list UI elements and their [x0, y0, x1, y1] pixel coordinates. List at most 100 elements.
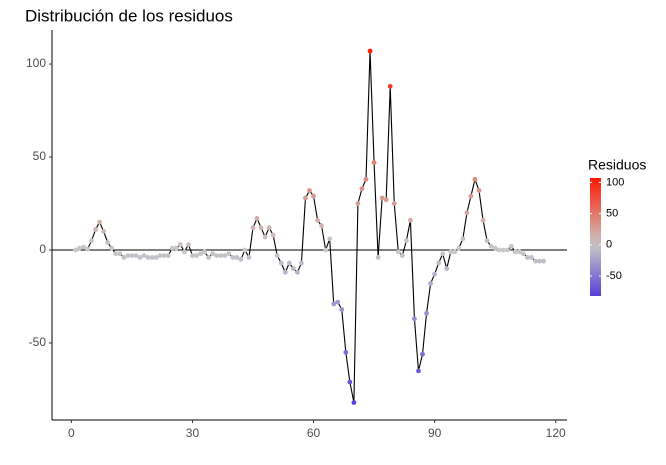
residual-point	[290, 266, 296, 272]
residual-point	[250, 225, 256, 231]
residual-point	[218, 253, 224, 258]
residual-point	[488, 243, 494, 249]
residual-point	[387, 83, 393, 89]
residual-point	[113, 251, 119, 257]
residual-point	[339, 307, 345, 312]
residual-point	[190, 253, 195, 258]
residual-point	[484, 238, 490, 244]
x-tick-label: 120	[546, 426, 566, 440]
residual-point	[311, 193, 316, 199]
y-tick-label: 100	[26, 56, 46, 70]
residual-point	[399, 253, 405, 258]
residual-point	[367, 48, 373, 54]
residual-point	[299, 260, 304, 266]
residual-point	[464, 210, 470, 216]
residual-point	[525, 255, 530, 260]
residual-point	[452, 249, 458, 255]
residual-point	[412, 316, 417, 322]
residual-point	[77, 245, 82, 251]
residual-point	[460, 236, 466, 242]
residual-point	[153, 255, 159, 260]
residual-point	[230, 255, 236, 260]
residual-point	[424, 310, 429, 316]
residual-point	[351, 400, 357, 405]
residual-point	[202, 249, 207, 255]
residual-point	[161, 253, 167, 258]
y-tick-label: 0	[39, 242, 46, 256]
residual-point	[177, 242, 183, 247]
residual-point	[254, 215, 260, 221]
residual-point	[516, 249, 522, 255]
x-tick-label: 0	[68, 426, 75, 440]
residual-point	[181, 249, 187, 255]
residual-point	[194, 253, 199, 258]
residual-point	[234, 255, 240, 260]
y-tick-label: 50	[33, 149, 47, 163]
residual-point	[468, 193, 474, 199]
residual-point	[315, 217, 320, 223]
residual-point	[395, 249, 401, 255]
residual-point	[246, 255, 252, 260]
residual-point	[303, 195, 308, 201]
residual-point	[508, 243, 514, 249]
residual-point	[383, 197, 389, 203]
residual-point	[391, 201, 397, 206]
residual-point	[270, 232, 276, 238]
x-tick-label: 30	[186, 426, 200, 440]
legend-tick-label: 100	[606, 176, 624, 188]
residual-point	[73, 247, 78, 253]
residual-point	[432, 271, 438, 277]
residual-point	[408, 217, 413, 223]
residual-point	[186, 242, 191, 247]
residual-point	[347, 379, 353, 385]
residual-point	[278, 260, 284, 266]
legend-tick-label: 50	[606, 207, 618, 219]
residual-point	[371, 160, 377, 166]
residual-point	[537, 258, 542, 264]
x-tick-label: 90	[428, 426, 442, 440]
residual-point	[109, 245, 115, 251]
residual-point	[125, 253, 131, 258]
residual-point	[101, 229, 107, 234]
residual-point	[157, 253, 163, 258]
residual-point	[242, 247, 248, 253]
residual-point	[210, 251, 216, 257]
legend-tick-label: 0	[606, 239, 612, 251]
residual-point	[343, 349, 349, 355]
residual-point	[129, 253, 135, 258]
residual-point	[238, 256, 244, 262]
y-tick-label: -50	[29, 335, 47, 349]
residual-point	[436, 260, 442, 266]
residual-point	[145, 255, 151, 260]
residual-point	[93, 227, 98, 232]
residual-point	[500, 247, 506, 253]
residual-point	[89, 238, 94, 244]
residual-point	[375, 255, 381, 260]
residual-point	[206, 255, 211, 260]
residual-point	[327, 236, 333, 242]
chart-title: Distribución de los residuos	[25, 6, 233, 25]
residual-point	[165, 253, 171, 258]
residual-point	[440, 251, 446, 257]
residual-point	[428, 281, 433, 286]
residual-point	[355, 201, 361, 206]
residual-point	[319, 223, 325, 229]
residual-point	[420, 351, 425, 357]
legend-title: Residuos	[588, 157, 646, 173]
residual-point	[258, 225, 264, 231]
residual-point	[416, 368, 421, 374]
residual-point	[85, 246, 90, 252]
residual-point	[121, 255, 127, 260]
residual-point	[504, 247, 510, 253]
residual-point	[274, 253, 280, 258]
residual-point	[323, 247, 329, 253]
x-tick-label: 60	[307, 426, 321, 440]
residual-point	[141, 253, 147, 258]
residual-point	[456, 245, 462, 251]
residual-point	[379, 195, 385, 201]
residual-point	[448, 249, 454, 255]
residual-point	[222, 253, 228, 258]
legend-tick-label: -50	[606, 270, 622, 282]
residual-point	[529, 255, 534, 260]
residual-point	[97, 219, 103, 225]
